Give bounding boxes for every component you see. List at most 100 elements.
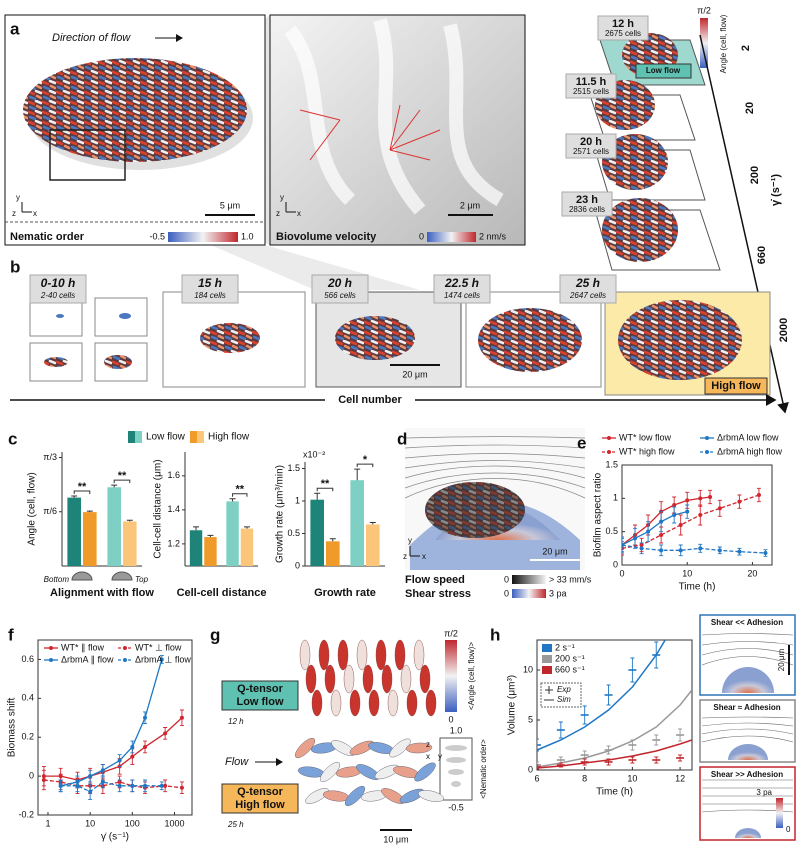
panel-h-graphics-part-part <box>701 641 794 646</box>
panel-b-graphics-part <box>56 314 64 318</box>
a-snapshots-n-time: 20 h <box>580 136 602 148</box>
panel-a-graphics-part-part <box>389 104 401 151</box>
y-tick-label: 1.4 <box>167 504 180 514</box>
legend-swatch <box>542 655 552 663</box>
y-tick-label: 5 <box>528 714 533 724</box>
point <box>763 551 768 555</box>
point <box>672 503 677 507</box>
panel-a-graphics-part <box>635 63 692 79</box>
legend-swatch <box>128 431 135 443</box>
panel-d-graphics-part <box>425 482 525 538</box>
point <box>659 548 664 553</box>
g-scale: 10 μm <box>383 834 408 844</box>
snapshot-tag <box>597 15 649 41</box>
panel-h-graphics-part <box>776 798 783 828</box>
y-tick-label: 10 <box>523 664 533 674</box>
point <box>117 758 122 763</box>
bar <box>366 524 380 566</box>
d-stress: Shear stress <box>405 588 471 600</box>
a-velocity: Biovolume velocity <box>276 231 377 243</box>
x-axis-label: Alignment with flow <box>50 587 154 599</box>
d-speed_min: 0 <box>504 574 509 584</box>
point <box>163 783 168 788</box>
y-tick-label: 1.6 <box>167 470 180 480</box>
legend-swatch <box>190 431 197 443</box>
b-snapshots-n-time: 0-10 h <box>41 276 76 290</box>
point <box>163 731 168 736</box>
x-tick-label: 1000 <box>164 818 184 828</box>
panel-d-graphics <box>404 428 586 598</box>
panel-a-graphics-part <box>49 129 126 181</box>
q-tensor-glyph <box>400 664 412 694</box>
bar <box>189 530 203 566</box>
b-axis: Cell number <box>338 394 402 406</box>
point <box>698 546 703 551</box>
q-tensor-glyph <box>343 664 355 694</box>
d-speed_max: > 33 mm/s <box>549 574 592 584</box>
q-tensor-glyph <box>305 788 329 804</box>
panel-a-graphics-part <box>699 34 789 414</box>
panel-a-graphics-part-part <box>389 129 441 151</box>
panel-a-graphics-part <box>602 198 678 262</box>
bar <box>326 541 340 566</box>
x-axis-label: γ̇ (s⁻¹) <box>101 832 129 843</box>
b-snapshots-n-time: 22.5 h <box>444 276 479 290</box>
a-high_flow: High flow <box>711 380 761 392</box>
q-tensor-glyph <box>305 664 317 694</box>
panel-d-graphics-part <box>512 589 546 598</box>
point <box>75 783 80 788</box>
error-bar <box>126 519 133 522</box>
a-axes_mid-n: z <box>276 209 280 218</box>
legend-marker <box>49 658 53 662</box>
error-bar <box>622 536 624 554</box>
panel-h-graphics-part-part <box>701 809 794 813</box>
b-snapshots-n-cells: 2-40 cells <box>40 291 75 300</box>
h_sims-n-title: Shear ≈ Adhesion <box>713 703 780 712</box>
a-nematic_max: 1.0 <box>241 231 254 241</box>
legend-label: ΔrbmA high flow <box>717 446 783 456</box>
x-axis-label: Time (h) <box>679 582 716 593</box>
d-scale: 20 μm <box>542 546 567 556</box>
error-bar <box>243 526 250 529</box>
y-tick-label: 0.4 <box>21 693 34 703</box>
panel-b-graphics-part <box>478 308 582 372</box>
plot-area <box>622 487 768 557</box>
a-nematic: Nematic order <box>10 231 85 243</box>
q-tensor-glyph <box>413 639 425 671</box>
g-high_flow: High flow <box>235 799 285 811</box>
q-tensor-glyph <box>405 742 433 754</box>
panel-a-graphics-part <box>284 18 504 215</box>
legend-marker <box>607 436 611 440</box>
panel-a-graphics-part-part <box>299 109 341 121</box>
g-order_min: -0.5 <box>448 802 464 812</box>
series-line <box>622 511 688 546</box>
point <box>646 529 651 534</box>
x-tick-label: 1 <box>45 818 50 828</box>
panel-a-graphics-part-part <box>389 109 421 151</box>
point <box>41 778 46 782</box>
point <box>659 533 664 537</box>
panel-a-graphics-part <box>23 58 247 162</box>
snapshot-tag <box>565 133 617 159</box>
panel-d-graphics-part-part <box>404 472 586 489</box>
x-tick-label: 100 <box>125 818 140 828</box>
legend-style-box <box>540 682 582 708</box>
legend-marker <box>123 658 127 662</box>
panel-a-graphics-part <box>427 232 476 242</box>
q-tensor-glyph <box>356 639 368 671</box>
bar <box>310 499 324 566</box>
point <box>633 536 638 541</box>
point <box>737 499 742 504</box>
y-axis-label: Biofilm aspect ratio <box>593 472 604 557</box>
panel-d-graphics-part-part <box>404 460 586 469</box>
a-snapshots-n-time: 12 h <box>612 18 634 30</box>
panel-b-graphics-part <box>704 377 768 395</box>
point <box>708 495 713 499</box>
a-nematic_min: -0.5 <box>149 231 165 241</box>
g-low_title: Q-tensor <box>237 683 284 695</box>
bar <box>83 512 97 566</box>
series-line <box>537 689 692 768</box>
error-bar <box>86 510 93 513</box>
panel-d-graphics-part-part <box>404 478 586 499</box>
